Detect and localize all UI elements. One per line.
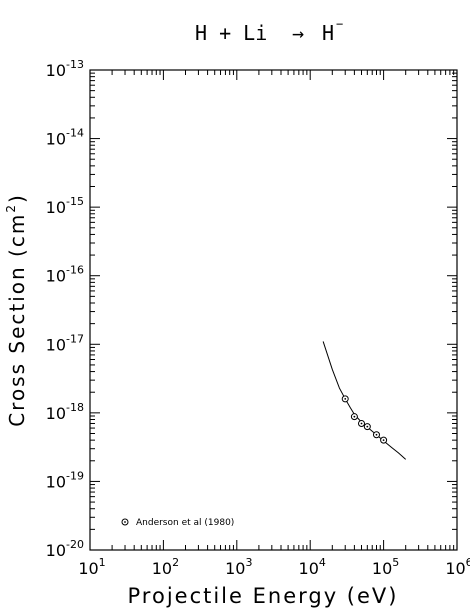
fit-curve — [322, 341, 407, 460]
y-tick-label: 10-14 — [46, 127, 84, 149]
chart-title-arrow: → — [292, 21, 304, 45]
x-tick-label: 103 — [225, 556, 252, 578]
plot-frame — [89, 69, 458, 551]
y-axis-tick-labels: 10-20 10-19 10-18 10-17 10-16 10-15 10-14 10-13 — [46, 58, 84, 560]
data-point — [380, 436, 388, 444]
y-tick-label: 10-20 — [46, 538, 84, 560]
x-axis-ticks — [89, 70, 455, 550]
data-markers — [341, 395, 388, 444]
data-point — [341, 395, 349, 403]
chart-title-product-charge: − — [336, 17, 343, 31]
legend-label: Anderson et al (1980) — [136, 518, 234, 528]
y-axis-label: Cross Section (cm2) — [4, 193, 29, 427]
y-tick-label: 10-13 — [46, 58, 84, 80]
y-tick-label: 10-19 — [46, 469, 84, 491]
y-tick-label: 10-18 — [46, 401, 84, 423]
chart-title: H + Li → H − — [195, 17, 343, 45]
y-axis-ticks — [90, 72, 457, 551]
x-tick-label: 101 — [78, 556, 105, 578]
legend: Anderson et al (1980) — [121, 518, 234, 528]
y-tick-label: 10-15 — [46, 195, 84, 217]
y-axis-label-main: Cross Section (cm — [5, 213, 29, 427]
y-axis-label-close: ) — [5, 193, 29, 203]
x-tick-label: 102 — [152, 556, 179, 578]
x-tick-label: 104 — [299, 556, 326, 578]
y-axis-label-exponent: 2 — [4, 203, 18, 213]
x-tick-label: 105 — [372, 556, 399, 578]
legend-marker-icon — [121, 518, 129, 526]
x-tick-label: 106 — [445, 556, 470, 578]
chart-title-product: H — [322, 21, 334, 45]
y-tick-label: 10-17 — [46, 332, 84, 354]
x-axis-label: Projectile Energy (eV) — [128, 584, 399, 608]
chart-title-lhs: H + Li — [195, 21, 267, 45]
data-point — [372, 431, 380, 439]
data-point — [350, 413, 358, 421]
data-point — [363, 423, 371, 431]
x-axis-tick-labels: 101 102 103 104 105 106 — [78, 556, 470, 578]
data-point — [358, 419, 366, 427]
legend-marker — [121, 518, 129, 526]
y-tick-label: 10-16 — [46, 264, 84, 286]
